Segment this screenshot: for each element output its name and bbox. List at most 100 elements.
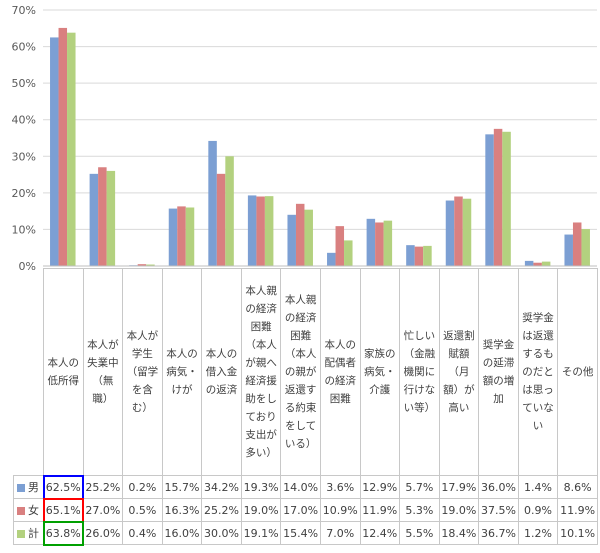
series-name: 女: [13, 498, 44, 522]
bar-女: [572, 222, 582, 266]
value-cell: 5.7%: [399, 475, 440, 499]
data-table: 本人の 低所得 本人が 失業中 （無 職） 本人が 学生 （留学 を含 む） 本人の …: [13, 268, 598, 545]
value-cell: 19.0%: [240, 498, 282, 522]
category-label: 本人が 失業中 （無 職）: [82, 268, 124, 476]
category-label-text: 奨学金 の延滞 額の増 加: [482, 339, 515, 405]
value-cell: 36.0%: [478, 475, 519, 499]
category-label: 本人親 の経済 困難 （本人 が親へ 経済援 助をし ており 支出が 多い）: [240, 268, 282, 476]
value-cell: 18.4%: [438, 521, 480, 545]
bar-男: [524, 260, 534, 266]
bar-男: [287, 214, 296, 266]
value-cell: 19.3%: [240, 475, 282, 499]
value-cell: 0.4%: [122, 521, 163, 545]
bar-女: [493, 128, 503, 266]
category-label-text: 家族の 病気・ 介護: [364, 348, 396, 396]
y-tick-label: 10%: [12, 223, 36, 236]
value-cell: 15.7%: [161, 475, 203, 499]
bar-計: [462, 198, 472, 266]
category-label-text: 本人の 配偶者 の経済 困難: [324, 339, 356, 405]
value-cell: 12.4%: [359, 521, 401, 545]
bar-男: [485, 134, 494, 266]
value-cell: 30.0%: [201, 521, 242, 545]
value-cell: 15.4%: [280, 521, 321, 545]
value-cell: 16.3%: [161, 498, 203, 522]
bar-計: [344, 240, 353, 266]
category-label: 本人が 学生 （留学 を含 む）: [122, 268, 163, 476]
category-label: 忙しい （金融 機関に 行けな い等）: [399, 268, 440, 476]
legend-swatch: [17, 530, 25, 538]
bar-女: [295, 203, 305, 266]
value-cell: 25.2%: [201, 498, 242, 522]
category-label: 本人の 病気・ けが: [161, 268, 203, 476]
bar-計: [423, 245, 432, 266]
bar-女: [335, 226, 345, 266]
value-cell: 7.0%: [319, 521, 361, 545]
value-cell: 17.9%: [438, 475, 480, 499]
bar-男: [564, 234, 573, 266]
value-cell: 26.0%: [82, 521, 124, 545]
category-label: 本人親 の経済 困難 （本人 の親が 返還す る約束 をして いる）: [280, 268, 321, 476]
y-tick-label: 0%: [19, 260, 36, 270]
y-tick-label: 20%: [12, 187, 36, 200]
value-cell: 1.4%: [517, 475, 559, 499]
bar-女: [256, 196, 265, 266]
bar-男: [406, 245, 415, 266]
bar-計: [383, 220, 393, 266]
category-label: 本人の 低所得: [43, 268, 84, 476]
table-corner: [13, 268, 44, 476]
category-label-text: 本人の 借入金 の返済: [205, 348, 238, 396]
bar-男: [89, 173, 99, 266]
value-cell: 37.5%: [478, 498, 519, 522]
category-label: 本人の 配偶者 の経済 困難: [319, 268, 361, 476]
bar-計: [304, 209, 313, 266]
series-row: 男 62.5% 25.2% 0.2% 15.7% 34.2% 19.3% 14.0% 3.6% 1…: [13, 475, 598, 499]
category-header-row: 本人の 低所得 本人が 失業中 （無 職） 本人が 学生 （留学 を含 む） 本人の …: [13, 268, 598, 476]
bar-女: [137, 264, 147, 266]
value-cell: 5.3%: [399, 498, 440, 522]
legend-swatch: [17, 507, 25, 515]
y-tick-label: 60%: [12, 41, 36, 54]
value-cell: 19.0%: [438, 498, 480, 522]
y-tick-label: 70%: [12, 4, 36, 17]
value-cell: 11.9%: [557, 498, 598, 522]
bar-男: [168, 208, 178, 266]
y-tick-label: 30%: [12, 150, 36, 163]
bar-計: [185, 207, 195, 266]
category-label-text: 本人が 失業中 （無 職）: [87, 339, 119, 405]
bar-女: [533, 262, 542, 266]
category-label-text: 本人親 の経済 困難 （本人 の親が 返還す る約束 をして いる）: [284, 294, 317, 450]
y-tick-label: 40%: [12, 114, 36, 127]
value-cell: 10.1%: [557, 521, 598, 545]
bar-女: [414, 246, 424, 266]
bar-計: [106, 170, 116, 266]
category-label: 本人の 借入金 の返済: [201, 268, 242, 476]
value-cell: 10.9%: [319, 498, 361, 522]
value-cell: 0.5%: [122, 498, 163, 522]
value-cell: 65.1%: [43, 498, 84, 522]
bar-男: [247, 195, 257, 266]
bar-計: [225, 156, 234, 266]
value-cell: 0.9%: [517, 498, 559, 522]
bar-女: [177, 206, 186, 266]
series-name: 計: [13, 521, 44, 545]
value-cell: 62.5%: [43, 475, 84, 499]
category-label-text: 返還割 賦額 （月 額）が 高い: [443, 330, 475, 414]
series-name-text: 女: [28, 504, 39, 517]
category-label: 奨学金 の延滞 額の増 加: [478, 268, 519, 476]
value-cell: 3.6%: [319, 475, 361, 499]
category-label-text: 本人の 低所得: [47, 357, 80, 387]
legend-swatch: [17, 484, 25, 492]
category-label-text: 忙しい （金融 機関に 行けな い等）: [403, 330, 436, 414]
category-label-text: その他: [561, 366, 594, 378]
bar-計: [581, 229, 590, 266]
category-label-text: 本人が 学生 （留学 を含 む）: [126, 330, 159, 414]
value-cell: 36.7%: [478, 521, 519, 545]
category-label: 返還割 賦額 （月 額）が 高い: [438, 268, 480, 476]
bar-計: [146, 264, 155, 266]
value-cell: 27.0%: [82, 498, 124, 522]
bar-男: [208, 140, 217, 266]
value-cell: 5.5%: [399, 521, 440, 545]
series-row: 計 63.8% 26.0% 0.4% 16.0% 30.0% 19.1% 15.4% 7.0% 1…: [13, 521, 598, 545]
value-cell: 17.0%: [280, 498, 321, 522]
series-name-text: 男: [28, 481, 39, 494]
